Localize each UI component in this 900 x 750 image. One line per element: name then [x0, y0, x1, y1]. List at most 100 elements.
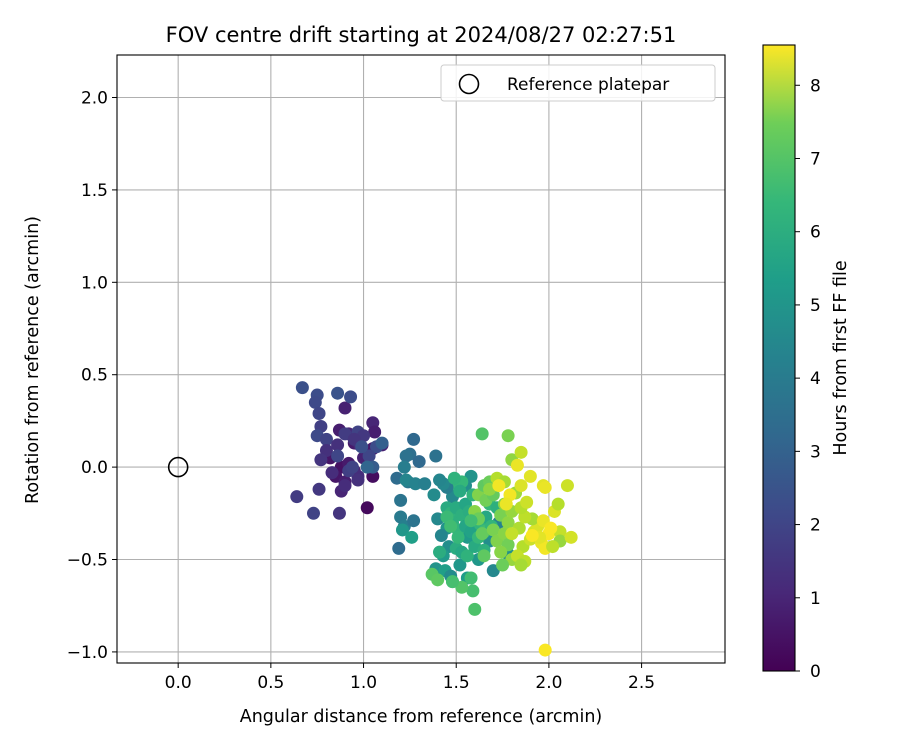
scatter-point — [538, 480, 552, 494]
scatter-point — [499, 497, 513, 511]
colorbar-tick-label: 3 — [810, 442, 821, 462]
scatter-point — [494, 545, 508, 559]
scatter-point — [475, 427, 489, 441]
scatter-point — [319, 432, 333, 446]
chart-title: FOV centre drift starting at 2024/08/27 … — [166, 23, 677, 47]
scatter-point — [332, 506, 346, 520]
y-tick-label: −1.0 — [67, 643, 108, 663]
scatter-point — [331, 386, 345, 400]
scatter-point — [496, 558, 510, 572]
colorbar-tick-label: 4 — [810, 369, 821, 389]
scatter-point — [312, 482, 326, 496]
colorbar-tick-label: 6 — [810, 223, 821, 243]
scatter-point — [514, 558, 528, 572]
scatter-point — [331, 449, 345, 463]
colorbar: 0 1 2 3 4 5 6 7 8 Hours from first FF file — [762, 44, 851, 682]
scatter-point — [392, 541, 406, 555]
scatter-point — [525, 528, 539, 542]
scatter-point — [464, 514, 478, 528]
scatter-point — [444, 519, 458, 533]
scatter-point — [331, 438, 345, 452]
scatter-point — [427, 488, 441, 502]
reference-platepar-marker — [167, 456, 189, 478]
scatter-point — [514, 479, 528, 493]
x-tick-label: 0.0 — [165, 673, 192, 693]
scatter-point — [433, 473, 447, 487]
scatter-point — [453, 558, 467, 572]
scatter-point — [429, 449, 443, 463]
scatter-point — [407, 432, 421, 446]
y-tick-label: 1.5 — [81, 181, 108, 201]
scatter-point — [325, 466, 339, 480]
scatter-point — [460, 549, 474, 563]
legend-entry-reference-platepar: Reference platepar — [507, 75, 669, 95]
scatter-point — [351, 473, 365, 487]
scatter-point — [447, 471, 461, 485]
scatter-point — [446, 575, 460, 589]
scatter-point — [464, 571, 478, 585]
scatter-point — [466, 584, 480, 598]
grid-lines — [117, 55, 725, 663]
colorbar-tick-label: 7 — [810, 149, 821, 169]
y-tick-label: 0.5 — [81, 366, 108, 386]
scatter-point — [405, 530, 419, 544]
scatter-point — [434, 528, 448, 542]
x-axis-title: Angular distance from reference (arcmin) — [240, 707, 603, 727]
scatter-point — [290, 490, 304, 504]
y-tick-label: 0.0 — [81, 458, 108, 478]
colorbar-tick-label: 2 — [810, 516, 821, 536]
scatter-point — [412, 455, 426, 469]
scatter-point — [399, 449, 413, 463]
scatter-point — [501, 429, 515, 443]
colorbar-frame — [762, 44, 796, 672]
scatter-point — [395, 523, 409, 537]
scatter-point — [368, 425, 382, 439]
scatter-point — [505, 527, 519, 541]
scatter-point — [538, 643, 552, 657]
colorbar-tick-label: 5 — [810, 296, 821, 316]
scatter-point — [477, 549, 491, 563]
scatter-point — [397, 460, 411, 474]
colorbar-ticks: 0 1 2 3 4 5 6 7 8 — [795, 76, 821, 682]
scatter-point — [344, 390, 358, 404]
x-axis-ticks: 0.0 0.5 1.0 1.5 2.0 2.5 — [165, 663, 655, 693]
scatter-point — [418, 477, 432, 491]
scatter-point — [306, 506, 320, 520]
scatter-point — [520, 495, 534, 509]
scatter-point — [564, 530, 578, 544]
scatter-point — [338, 479, 352, 493]
scatter-point — [312, 407, 326, 421]
scatter-point — [523, 469, 537, 483]
x-tick-label: 0.5 — [257, 673, 284, 693]
scatter-point — [308, 395, 322, 409]
scatter-point — [362, 449, 376, 463]
legend: Reference platepar — [440, 64, 716, 102]
scatter-point — [451, 530, 465, 544]
scatter-point — [501, 516, 515, 530]
scatter-point — [468, 602, 482, 616]
plot-frame — [116, 54, 726, 664]
scatter-point — [345, 460, 359, 474]
scatter-point — [375, 436, 389, 450]
scatter-point — [407, 514, 421, 528]
scatter-point — [453, 484, 467, 498]
x-tick-label: 2.5 — [628, 673, 655, 693]
y-tick-label: 1.0 — [81, 273, 108, 293]
scatter-point — [360, 460, 374, 474]
scatter-point — [486, 523, 500, 537]
scatter-point — [355, 440, 369, 454]
scatter-point — [431, 573, 445, 587]
legend-box — [440, 64, 716, 102]
scatter-point — [544, 521, 558, 535]
scatter-point — [514, 445, 528, 459]
data-points — [290, 381, 578, 657]
colorbar-tick-label: 1 — [810, 589, 821, 609]
scatter-point — [338, 401, 352, 415]
scatter-point — [475, 527, 489, 541]
scatter-point — [314, 453, 328, 467]
scatter-point — [551, 497, 565, 511]
scatter-point — [546, 540, 560, 554]
y-tick-label: 2.0 — [81, 89, 108, 109]
scatter-point — [360, 501, 374, 515]
